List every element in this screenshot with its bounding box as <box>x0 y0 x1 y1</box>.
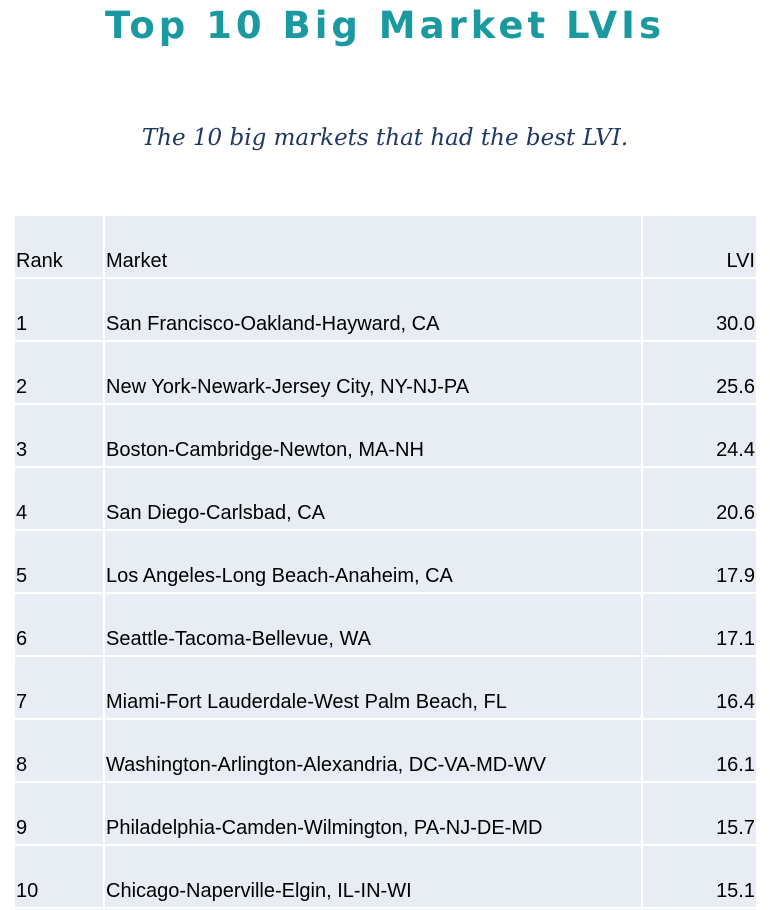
header-rank: Rank <box>16 250 63 272</box>
lvi-cell: 16.1 <box>716 754 755 776</box>
table-row: 6 Seattle-Tacoma-Bellevue, WA 17.1 <box>15 594 756 657</box>
lvi-cell: 25.6 <box>716 376 755 398</box>
table-row: 3 Boston-Cambridge-Newton, MA-NH 24.4 <box>15 405 756 468</box>
rank-cell: 9 <box>16 817 28 839</box>
header-market: Market <box>106 250 168 272</box>
table-row: 10 Chicago-Naperville-Elgin, IL-IN-WI 15.1 <box>15 846 756 909</box>
lvi-cell: 30.0 <box>716 313 755 335</box>
market-cell: Washington-Arlington-Alexandria, DC-VA-M… <box>106 754 547 776</box>
column-divider-market <box>641 216 643 910</box>
market-cell: Boston-Cambridge-Newton, MA-NH <box>106 439 424 461</box>
rank-cell: 5 <box>16 565 28 587</box>
market-cell: San Diego-Carlsbad, CA <box>106 502 325 524</box>
rank-cell: 6 <box>16 628 28 650</box>
lvi-cell: 15.7 <box>716 817 755 839</box>
page-subtitle: The 10 big markets that had the best LVI… <box>141 125 629 151</box>
rank-cell: 10 <box>16 880 39 902</box>
lvi-cell: 17.1 <box>716 628 755 650</box>
lvi-cell: 20.6 <box>716 502 755 524</box>
page-title: Top 10 Big Market LVIs <box>105 4 665 47</box>
rank-cell: 8 <box>16 754 28 776</box>
market-cell: Los Angeles-Long Beach-Anaheim, CA <box>106 565 453 587</box>
table-row: 1 San Francisco-Oakland-Hayward, CA 30.0 <box>15 279 756 342</box>
column-divider-rank <box>103 216 105 910</box>
lvi-cell: 17.9 <box>716 565 755 587</box>
rank-cell: 1 <box>16 313 28 335</box>
table-row: 7 Miami-Fort Lauderdale-West Palm Beach, … <box>15 657 756 720</box>
rank-cell: 4 <box>16 502 28 524</box>
table-row: 8 Washington-Arlington-Alexandria, DC-VA-… <box>15 720 756 783</box>
header-lvi: LVI <box>726 250 755 272</box>
lvi-cell: 24.4 <box>716 439 755 461</box>
lvi-cell: 16.4 <box>716 691 755 713</box>
table-header-row: Rank Market LVI <box>15 216 756 279</box>
table-row: 5 Los Angeles-Long Beach-Anaheim, CA 17.9 <box>15 531 756 594</box>
market-cell: San Francisco-Oakland-Hayward, CA <box>106 313 440 335</box>
rank-cell: 7 <box>16 691 28 713</box>
market-cell: Chicago-Naperville-Elgin, IL-IN-WI <box>106 880 412 902</box>
market-cell: New York-Newark-Jersey City, NY-NJ-PA <box>106 376 470 398</box>
market-cell: Seattle-Tacoma-Bellevue, WA <box>106 628 371 650</box>
table-row: 9 Philadelphia-Camden-Wilmington, PA-NJ-D… <box>15 783 756 846</box>
market-cell: Philadelphia-Camden-Wilmington, PA-NJ-DE… <box>106 817 543 839</box>
rank-cell: 3 <box>16 439 28 461</box>
lvi-table: Rank Market LVI 1 San Francisco-Oakland-H… <box>15 216 756 910</box>
table-row: 2 New York-Newark-Jersey City, NY-NJ-PA 25… <box>15 342 756 405</box>
market-cell: Miami-Fort Lauderdale-West Palm Beach, F… <box>106 691 507 713</box>
rank-cell: 2 <box>16 376 28 398</box>
lvi-cell: 15.1 <box>716 880 755 902</box>
table-row: 4 San Diego-Carlsbad, CA 20.6 <box>15 468 756 531</box>
